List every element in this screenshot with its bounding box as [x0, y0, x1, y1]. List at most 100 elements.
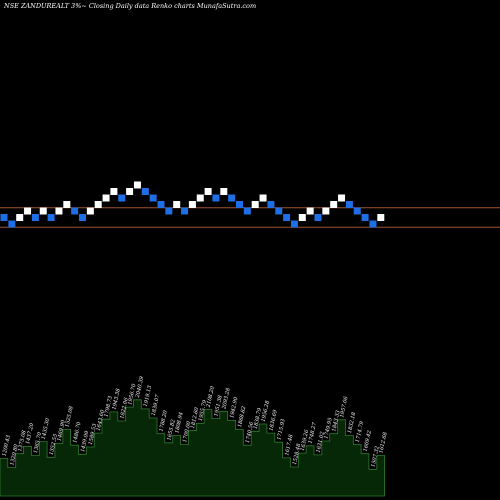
volume-value-label: 1919.13 — [143, 384, 153, 407]
renko-brick — [141, 188, 149, 195]
volume-value-label: 1740.56 — [245, 421, 255, 444]
renko-brick — [322, 207, 330, 215]
renko-brick — [220, 188, 228, 195]
volume-labels: 1200.431320.801375.081437.201365.701435.… — [2, 375, 389, 468]
volume-value-label: 1700.00 — [182, 420, 192, 443]
renko-brick — [228, 194, 236, 202]
volume-value-label: 1375.08 — [17, 429, 27, 452]
volume-value-label: 1808.94 — [174, 412, 184, 434]
renko-brick — [79, 214, 86, 221]
renko-brick — [267, 201, 275, 208]
volume-value-label: 1525.08 — [64, 405, 74, 428]
volume-value-label: 1868.82 — [237, 406, 247, 428]
renko-bricks — [0, 181, 385, 228]
volume-value-label: 1832.18 — [347, 411, 357, 434]
renko-brick — [353, 207, 361, 215]
renko-brick — [181, 207, 189, 215]
volume-area — [0, 399, 385, 497]
renko-brick — [377, 214, 385, 221]
renko-brick — [24, 207, 32, 215]
volume-value-label: 1352.55 — [49, 433, 59, 455]
renko-brick — [86, 207, 94, 215]
renko-brick — [306, 207, 314, 215]
renko-brick — [39, 207, 47, 215]
renko-brick — [63, 201, 71, 208]
volume-value-label: 1788.20 — [159, 409, 169, 432]
volume-value-label: 1956.70 — [127, 383, 137, 406]
volume-value-label: 1943.38 — [111, 387, 121, 410]
renko-brick — [71, 207, 79, 215]
volume-value-label: 1437.20 — [25, 422, 35, 445]
renko-brick — [31, 214, 39, 221]
renko-brick — [345, 201, 353, 208]
volume-value-label: 1631.02 — [316, 431, 326, 453]
renko-brick — [55, 207, 63, 215]
volume-value-label: 1749.95 — [323, 417, 333, 439]
renko-brick — [0, 214, 8, 221]
volume-value-label: 1836.69 — [268, 409, 278, 432]
renko-brick — [243, 207, 251, 215]
renko-brick — [173, 201, 181, 208]
volume-value-label: 1655.82 — [166, 419, 176, 441]
renko-brick — [283, 214, 291, 221]
renko-brick — [369, 220, 377, 228]
renko-brick — [330, 201, 338, 208]
volume-value-label: 1439.09 — [80, 430, 90, 453]
renko-brick — [47, 214, 55, 221]
renko-brick — [188, 201, 196, 208]
renko-brick — [133, 181, 141, 189]
volume-value-label: 1469.90 — [56, 419, 66, 442]
chart-title: NSE ZANDUREALT 3%~ Closing Daily data Re… — [3, 2, 256, 10]
volume-value-label: 1839.07 — [151, 394, 161, 417]
volume-value-label: 1507.32 — [370, 446, 380, 468]
volume-value-label: 1955.79 — [198, 399, 208, 422]
volume-value-label: 1617.48 — [284, 433, 294, 456]
renko-brick — [126, 188, 134, 195]
renko-brick — [16, 214, 24, 221]
volume-value-label: 1715.93 — [276, 418, 286, 441]
volume-value-label: 1612.68 — [378, 431, 388, 454]
renko-brick — [314, 214, 322, 221]
volume-value-label: 2093.28 — [221, 387, 232, 411]
volume-value-label: 2108.20 — [205, 385, 216, 409]
volume-value-label: 1589.53 — [88, 423, 98, 446]
renko-brick — [298, 214, 306, 221]
volume-value-label: 2040.39 — [135, 375, 146, 399]
renko-brick — [118, 194, 126, 202]
renko-brick — [149, 194, 157, 202]
volume-value-label: 1486.70 — [72, 421, 82, 444]
renko-brick — [236, 201, 243, 208]
renko-brick — [102, 194, 110, 202]
renko-brick — [165, 207, 173, 215]
renko-brick — [290, 220, 298, 228]
renko-brick — [212, 194, 220, 202]
volume-value-label: 1843.33 — [331, 409, 341, 432]
volume-value-label: 1435.30 — [41, 417, 51, 440]
renko-brick — [275, 207, 283, 215]
volume-value-label: 1609.42 — [363, 430, 373, 452]
renko-brick — [157, 201, 165, 208]
renko-brick — [361, 214, 369, 221]
volume-area-path — [0, 399, 385, 497]
renko-brick — [259, 194, 267, 202]
volume-value-label: 1643.60 — [96, 409, 106, 432]
volume-value-label: 1812.60 — [190, 406, 200, 429]
volume-value-label: 1838.79 — [253, 407, 263, 430]
volume-value-label: 1956.28 — [261, 400, 271, 423]
renko-brick — [94, 201, 102, 208]
renko-brick — [8, 220, 16, 228]
volume-value-label: 1714.79 — [355, 420, 365, 443]
volume-value-label: 1951.38 — [213, 394, 223, 417]
renko-brick — [204, 188, 212, 195]
volume-value-label: 1942.90 — [229, 396, 239, 419]
volume-value-label: 1798.73 — [104, 395, 114, 418]
volume-value-label: 1365.70 — [33, 431, 43, 454]
renko-brick — [338, 194, 346, 202]
volume-value-label: 1320.80 — [9, 443, 19, 466]
volume-value-label: 1200.43 — [2, 434, 12, 457]
renko-brick — [251, 201, 259, 208]
volume-value-label: 1748.27 — [308, 421, 318, 444]
renko-brick — [110, 188, 118, 195]
